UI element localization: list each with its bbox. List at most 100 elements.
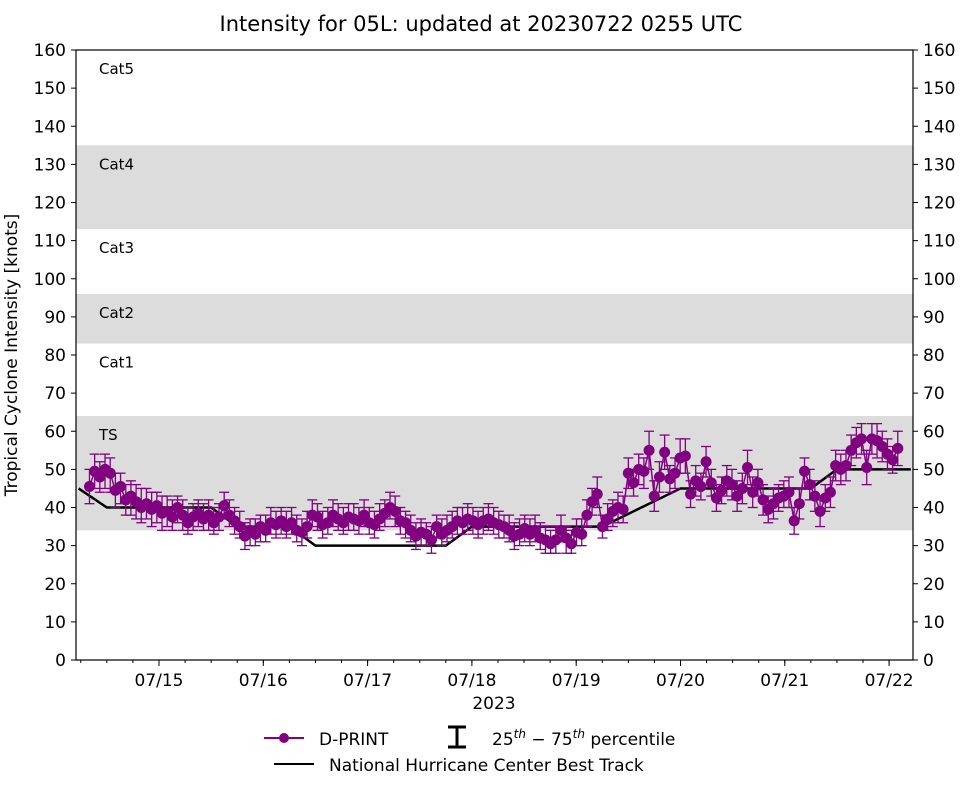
dprint-point	[410, 522, 422, 551]
dprint-point	[653, 461, 665, 493]
dprint-marker	[695, 481, 707, 493]
dprint-marker	[550, 534, 562, 546]
band-cat4	[76, 145, 913, 230]
dprint-marker	[638, 465, 650, 477]
dprint-point	[742, 449, 754, 486]
y-tick-label-left: 70	[44, 384, 66, 404]
y-axis-right: 0 10 20 30 40 50 60 70 80 90 100 110 120 130 140 150 160	[913, 41, 955, 671]
dprint-marker	[591, 488, 603, 500]
dprint-marker	[234, 521, 246, 533]
dprint-marker	[679, 450, 691, 462]
dprint-marker	[799, 465, 811, 477]
x-tick-label: 07/17	[343, 671, 392, 691]
y-tick-label-left: 60	[44, 422, 66, 442]
dprint-point	[83, 468, 95, 505]
dprint-marker	[669, 467, 681, 479]
x-tick-label: 07/15	[135, 671, 184, 691]
y-tick-label-left: 20	[44, 575, 66, 595]
y-tick-label-left: 100	[34, 270, 66, 290]
dprint-marker	[716, 484, 728, 496]
band-label-cat5: Cat5	[99, 60, 134, 78]
dprint-point	[166, 499, 178, 532]
y-tick-label-left: 10	[44, 613, 66, 633]
dprint-marker	[648, 490, 660, 502]
dprint-point	[861, 449, 873, 486]
dprint-marker	[752, 477, 764, 489]
dprint-marker	[622, 467, 634, 479]
y-tick-label-right: 10	[923, 613, 945, 633]
dprint-point	[576, 518, 588, 547]
y-tick-label-right: 70	[923, 384, 945, 404]
dprint-point	[788, 506, 800, 535]
y-tick-label-right: 30	[923, 537, 945, 557]
y-tick-label-left: 80	[44, 346, 66, 366]
dprint-marker	[628, 477, 640, 489]
y-tick-label-right: 20	[923, 575, 945, 595]
dprint-point	[887, 445, 899, 474]
y-tick-label-left: 110	[34, 232, 66, 252]
dprint-point	[824, 476, 836, 509]
dprint-point	[736, 472, 748, 505]
dprint-point	[648, 480, 660, 512]
dprint-marker	[565, 538, 577, 550]
x-tick-label: 07/16	[239, 671, 288, 691]
dprint-marker	[425, 534, 437, 546]
dprint-point	[638, 457, 650, 490]
band-cat2	[76, 294, 913, 344]
dprint-point	[120, 483, 132, 516]
y-tick-label-left: 0	[55, 651, 66, 671]
dprint-point	[814, 499, 826, 528]
dprint-point	[659, 434, 671, 471]
dprint-marker	[576, 528, 588, 540]
y-tick-label-left: 150	[34, 79, 66, 99]
y-axis-left: 0 10 20 30 40 50 60 70 80 90 100 110 120 130 140 150 160	[34, 41, 76, 671]
dprint-marker	[757, 494, 769, 506]
y-tick-label-left: 140	[34, 117, 66, 137]
dprint-marker	[83, 481, 95, 493]
band-label-cat1: Cat1	[99, 354, 134, 372]
y-tick-label-right: 100	[923, 270, 955, 290]
dprint-marker	[104, 467, 116, 479]
dprint-marker	[742, 461, 754, 473]
y-tick-label-right: 50	[923, 460, 945, 480]
dprint-marker	[814, 505, 826, 517]
dprint-marker	[824, 486, 836, 498]
band-label-cat2: Cat2	[99, 304, 134, 322]
legend-errorbar-icon	[448, 725, 466, 749]
y-tick-label-left: 50	[44, 460, 66, 480]
chart-title: Intensity for 05L: updated at 20230722 0…	[220, 12, 743, 36]
y-tick-label-right: 110	[923, 232, 955, 252]
dprint-point	[296, 518, 308, 547]
legend-dprint-marker	[279, 733, 289, 743]
band-label-cat4: Cat4	[99, 155, 134, 173]
plot-frame	[75, 49, 914, 661]
dprint-point	[617, 495, 629, 524]
dprint-marker	[643, 444, 655, 456]
dprint-marker	[726, 479, 738, 491]
dprint-point	[840, 449, 852, 482]
y-tick-label-right: 150	[923, 79, 955, 99]
dprint-marker	[793, 498, 805, 510]
y-tick-label-left: 160	[34, 41, 66, 61]
legend-dprint-label: D-PRINT	[319, 730, 389, 750]
x-tick-label: 07/21	[760, 671, 809, 691]
dprint-marker	[783, 486, 795, 498]
dprint-marker	[653, 471, 665, 483]
dprint-marker	[804, 479, 816, 491]
band-labels: TS Cat1 Cat2 Cat3 Cat4 Cat5	[98, 60, 134, 444]
dprint-point	[747, 476, 759, 509]
dprint-point	[643, 430, 655, 471]
x-tick-label: 07/22	[865, 671, 914, 691]
y-tick-label-right: 130	[923, 155, 955, 175]
dprint-marker	[747, 486, 759, 498]
y-tick-label-left: 90	[44, 308, 66, 328]
dprint-marker	[788, 515, 800, 527]
dprint-point	[856, 422, 868, 455]
band-label-ts: TS	[98, 426, 118, 444]
dprint-marker	[218, 500, 230, 512]
x-tick-label: 07/20	[656, 671, 705, 691]
dprint-marker	[166, 511, 178, 523]
band-label-cat3: Cat3	[99, 239, 134, 257]
y-tick-label-left: 120	[34, 194, 66, 214]
